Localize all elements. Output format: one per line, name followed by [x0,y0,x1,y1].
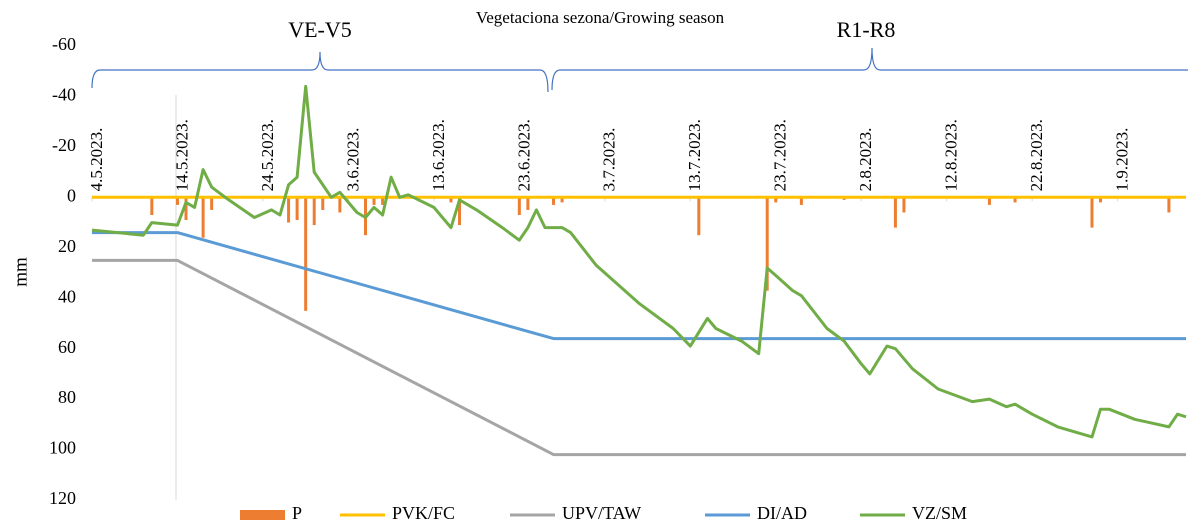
bar [893,197,897,228]
bar [201,197,205,238]
bar [526,197,530,210]
y-tick-label: 20 [58,236,76,256]
bar [381,197,385,205]
bar [304,197,308,311]
bar [987,197,991,205]
x-tick-label: 13.7.2023. [685,119,704,191]
bar [150,197,154,215]
bar [560,197,564,203]
bar [372,197,376,205]
bar [1013,197,1017,203]
x-tick-label: 22.8.2023. [1027,119,1046,191]
bar [1090,197,1094,228]
annotation-brace [551,47,1188,91]
bar [449,197,453,203]
x-tick-label: 14.5.2023. [172,119,191,191]
y-tick-label: -20 [52,135,76,155]
bar [338,197,342,213]
bar [295,197,299,221]
line [92,231,1186,341]
x-tick-label: 3.7.2023. [600,128,619,192]
y-tick-label: -60 [52,34,76,54]
bar [552,197,556,205]
x-tick-label: 13.6.2023. [429,119,448,191]
bar [321,197,325,210]
chart-title: Vegetaciona sezona/Growing season [476,8,725,27]
bar [902,197,906,213]
x-tick-label: 2.8.2023. [856,128,875,192]
annotation-brace [91,51,549,93]
x-tick-label: 24.5.2023. [258,119,277,191]
bar [175,197,179,205]
y-tick-label: 120 [49,488,76,508]
legend-label: PVK/FC [392,503,455,523]
annotation: R1-R8 [837,17,896,42]
x-tick-label: 23.6.2023. [514,119,533,191]
x-tick-label: 4.5.2023. [87,128,106,192]
legend-label: P [292,503,302,523]
bar [1099,197,1103,203]
y-tick-label: -40 [52,85,76,105]
bar [1167,197,1171,213]
legend-label: DI/AD [757,503,807,523]
bar [210,197,214,210]
legend-label: UPV/TAW [562,503,641,523]
bar [697,197,701,236]
bar [184,197,188,221]
bar [765,197,769,291]
bar [312,197,316,226]
y-tick-label: 80 [58,387,76,407]
bar [774,197,778,203]
y-axis-label: mm [10,257,31,287]
legend-swatch [240,510,285,520]
x-tick-label: 1.9.2023. [1113,128,1132,192]
x-tick-label: 3.6.2023. [343,128,362,192]
legend-label: VZ/SM [912,503,967,523]
bar [458,197,462,226]
x-tick-label: 12.8.2023. [942,119,961,191]
y-tick-label: 100 [49,438,76,458]
y-tick-label: 0 [67,185,76,205]
y-tick-label: 40 [58,286,76,306]
line [92,258,1186,457]
bar [799,197,803,205]
annotation: VE-V5 [288,17,352,42]
line [91,84,1187,439]
y-tick-label: 60 [58,337,76,357]
x-tick-label: 23.7.2023. [771,119,790,191]
bar [517,197,521,215]
bar [287,197,291,223]
